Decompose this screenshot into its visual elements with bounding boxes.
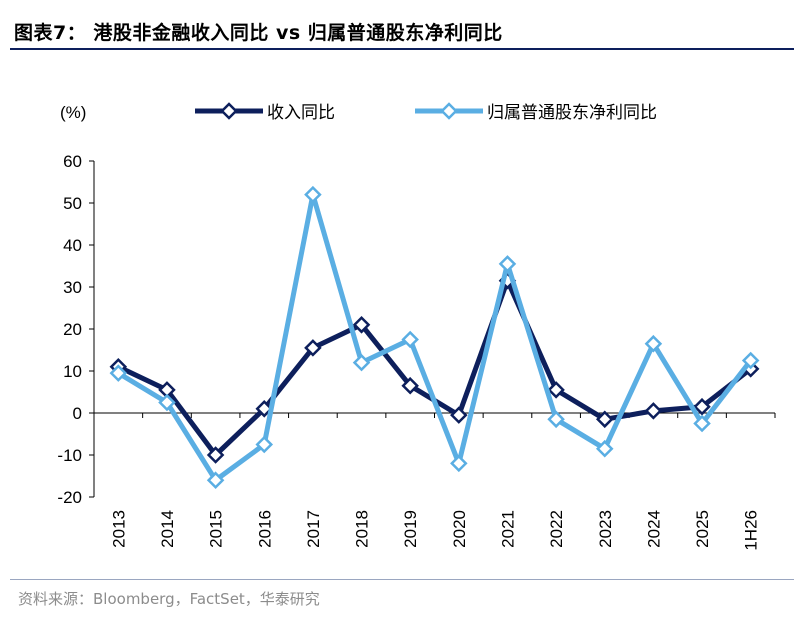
series-1-point xyxy=(352,316,371,334)
series-2-point xyxy=(255,435,274,454)
series-2-point xyxy=(109,364,128,382)
series-2-point xyxy=(547,410,565,429)
y-tick-label: 60 xyxy=(63,152,82,171)
legend-swatch-marker xyxy=(220,102,238,120)
y-tick-label: 0 xyxy=(73,404,82,423)
x-tick-label: 2024 xyxy=(644,510,663,548)
legend-swatch-marker xyxy=(440,102,458,120)
y-tick-label: 50 xyxy=(63,194,82,213)
x-tick-label: 2014 xyxy=(158,510,177,548)
series-2-point xyxy=(304,185,322,204)
series-line-2 xyxy=(115,192,754,483)
x-tick-label: 2025 xyxy=(693,510,712,548)
x-tick-label: 2018 xyxy=(353,510,372,548)
x-tick-label: 2023 xyxy=(596,510,615,548)
legend-label: 收入同比 xyxy=(267,103,335,122)
y-tick-label: 20 xyxy=(63,320,82,339)
legend-label: 归属普通股东净利同比 xyxy=(487,103,657,122)
title-divider xyxy=(10,48,794,50)
x-tick-label: 2021 xyxy=(498,510,517,548)
series-1-point xyxy=(644,402,663,420)
x-tick-label: 2017 xyxy=(304,510,323,548)
series-1-point xyxy=(304,339,322,357)
y-tick-label: 10 xyxy=(63,362,82,381)
series-1-point xyxy=(255,400,274,418)
series-1-point xyxy=(595,410,614,429)
chart-series xyxy=(109,185,760,489)
series-2-point xyxy=(595,439,614,458)
series-1-point xyxy=(547,381,565,399)
y-tick-label: -10 xyxy=(57,446,82,465)
source-note: 资料来源：Bloomberg，FactSet，华泰研究 xyxy=(18,590,320,608)
chart-axes: (%) -20 -10 0 10 20 30 40 50 60 2013 2014 2015 2016 20… xyxy=(57,103,776,551)
series-2-point xyxy=(741,351,760,370)
x-tick-label: 2022 xyxy=(547,510,566,548)
series-1-point xyxy=(401,376,419,395)
x-tick-label: 2016 xyxy=(255,510,274,548)
x-tick-label: 1H26 xyxy=(742,510,761,551)
series-2-point xyxy=(206,471,225,489)
x-tick-label: 2015 xyxy=(207,510,226,548)
series-2-point xyxy=(498,255,517,273)
series-2-point xyxy=(450,454,468,473)
series-2-point xyxy=(158,393,176,412)
series-1-point xyxy=(693,397,711,416)
figure-title: 图表7： 港股非金融收入同比 vs 归属普通股东净利同比 xyxy=(14,22,503,44)
series-1-point xyxy=(450,406,468,424)
chart-legend: 收入同比 归属普通股东净利同比 xyxy=(195,102,657,122)
source-divider xyxy=(10,579,794,580)
series-2-point xyxy=(401,330,419,349)
x-tick-label: 2020 xyxy=(450,510,469,548)
y-tick-label: 40 xyxy=(63,236,82,255)
series-2-point xyxy=(644,334,663,353)
y-tick-label: -20 xyxy=(57,488,82,507)
series-2-point xyxy=(352,353,371,372)
y-tick-label: 30 xyxy=(63,278,82,297)
x-tick-label: 2019 xyxy=(401,510,420,548)
series-1-point xyxy=(206,446,225,464)
series-2-point xyxy=(693,414,711,433)
y-axis-unit-label: (%) xyxy=(60,103,86,122)
series-line-1 xyxy=(115,278,754,458)
x-tick-label: 2013 xyxy=(109,510,128,548)
